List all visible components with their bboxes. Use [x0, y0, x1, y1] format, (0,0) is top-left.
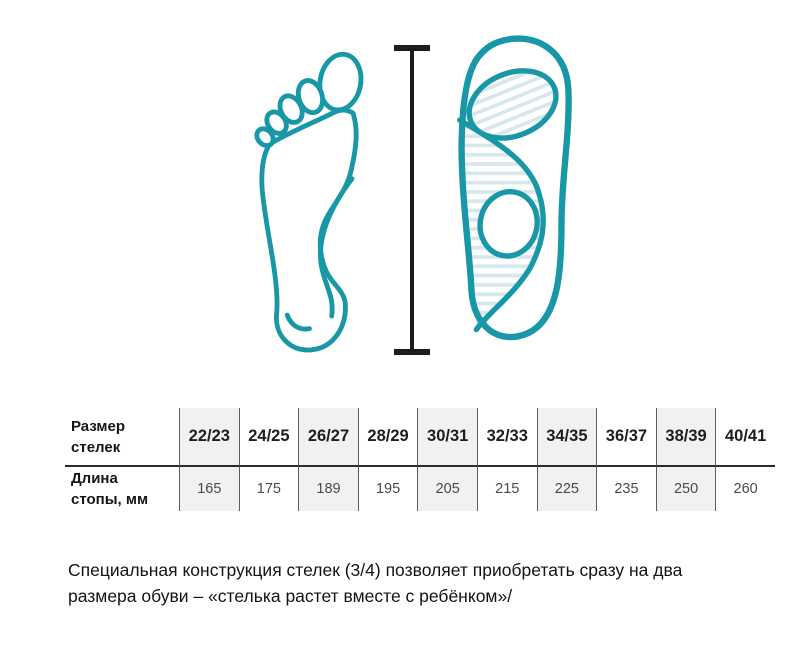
size-col-header: 38/39	[655, 408, 716, 467]
foot-length-value: 195	[357, 467, 418, 511]
note-line: Специальная конструкция стелек (3/4) поз…	[68, 560, 683, 580]
size-col-header: 30/31	[417, 408, 477, 467]
foot-length-value: 215	[476, 467, 537, 511]
row-label-insole-size: Размер стелек	[65, 408, 179, 467]
note-paragraph: Специальная конструкция стелек (3/4) поз…	[68, 557, 758, 609]
foot-length-value: 175	[238, 467, 299, 511]
size-col-header: 22/23	[179, 408, 239, 467]
foot-length-value: 260	[715, 467, 775, 511]
foot-length-value: 165	[179, 467, 239, 511]
measuring-line-icon	[394, 45, 430, 355]
size-col-header: 40/41	[715, 408, 775, 467]
foot-length-value: 189	[298, 467, 358, 511]
foot-length-value: 225	[536, 467, 597, 511]
foot-length-value: 205	[417, 467, 477, 511]
size-guide-illustration	[254, 35, 572, 355]
size-col-header: 24/25	[238, 408, 299, 467]
foot-length-value: 250	[655, 467, 716, 511]
row-label-foot-length: Длина стопы, мм	[71, 470, 149, 508]
size-col-header: 26/27	[298, 408, 358, 467]
insole-icon	[457, 35, 572, 341]
foot-sole-icon	[254, 51, 364, 353]
foot-length-value: 235	[596, 467, 656, 511]
size-col-header: 28/29	[357, 408, 418, 467]
size-col-header: 32/33	[476, 408, 537, 467]
size-col-header: 36/37	[596, 408, 656, 467]
note-line: размера обуви – «стелька растет вместе с…	[68, 586, 513, 606]
size-col-header: 34/35	[536, 408, 597, 467]
size-table: Размер стелек 22/23 24/25 26/27 28/29 30…	[65, 408, 805, 511]
